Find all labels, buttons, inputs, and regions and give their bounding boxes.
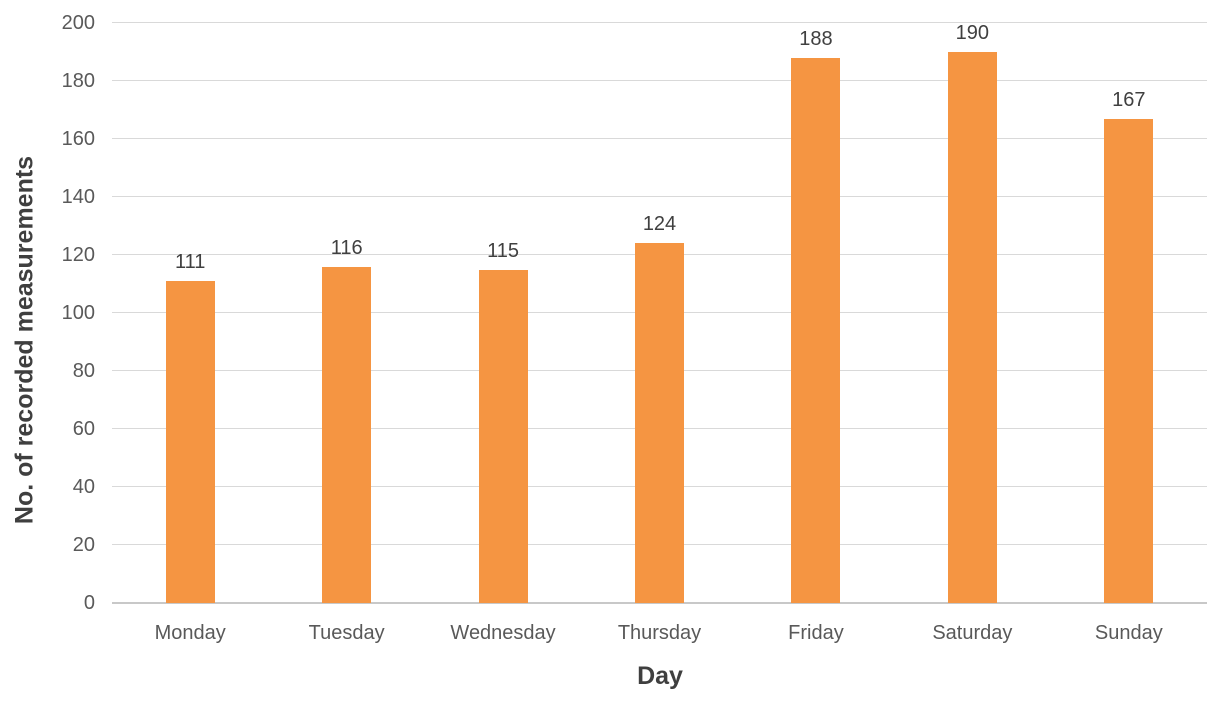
bar-value-label: 116 (330, 236, 363, 259)
x-tick-label: Thursday (617, 622, 702, 644)
x-tick-label: Sunday (1094, 622, 1163, 644)
bar-monday (165, 281, 215, 603)
bar-value-label: 115 (487, 239, 519, 262)
y-tick-label: 200 (61, 12, 95, 34)
bar-saturday (947, 52, 997, 603)
x-tick-label: Friday (788, 622, 844, 644)
bar-sunday (1104, 118, 1154, 603)
y-tick-label: 140 (61, 186, 95, 208)
y-tick-label: 100 (61, 302, 95, 324)
bar-value-label: 188 (799, 27, 833, 50)
y-tick-label: 180 (61, 70, 95, 92)
y-tick-label: 0 (83, 592, 95, 614)
x-tick-label: Saturday (932, 622, 1013, 644)
bar-value-label: 190 (955, 22, 990, 44)
x-axis-line (112, 602, 1207, 604)
gridline (112, 137, 1207, 139)
y-tick-label: 160 (61, 128, 95, 150)
y-tick-label: 20 (72, 534, 95, 556)
y-tick-label: 120 (61, 244, 95, 266)
bar-wednesday (478, 269, 528, 603)
gridline (112, 195, 1207, 197)
bar-value-label: 167 (1112, 88, 1146, 111)
y-axis-title: No. of recorded measurements (10, 155, 39, 525)
x-tick-label: Monday (154, 622, 226, 644)
plot-area (112, 21, 1207, 604)
y-tick-label: 60 (72, 418, 95, 440)
y-tick-label: 40 (72, 476, 95, 498)
bar-thursday (635, 243, 684, 603)
y-tick-label: 80 (72, 360, 95, 382)
bar-value-label: 124 (642, 213, 677, 236)
x-tick-label: Tuesday (308, 622, 385, 644)
gridline (112, 21, 1207, 23)
bar-value-label: 111 (175, 251, 206, 274)
x-tick-label: Wednesday (450, 622, 556, 644)
gridline (112, 79, 1207, 81)
bar-tuesday (322, 266, 372, 603)
x-axis-title: Day (637, 662, 683, 690)
bar-friday (791, 57, 841, 603)
